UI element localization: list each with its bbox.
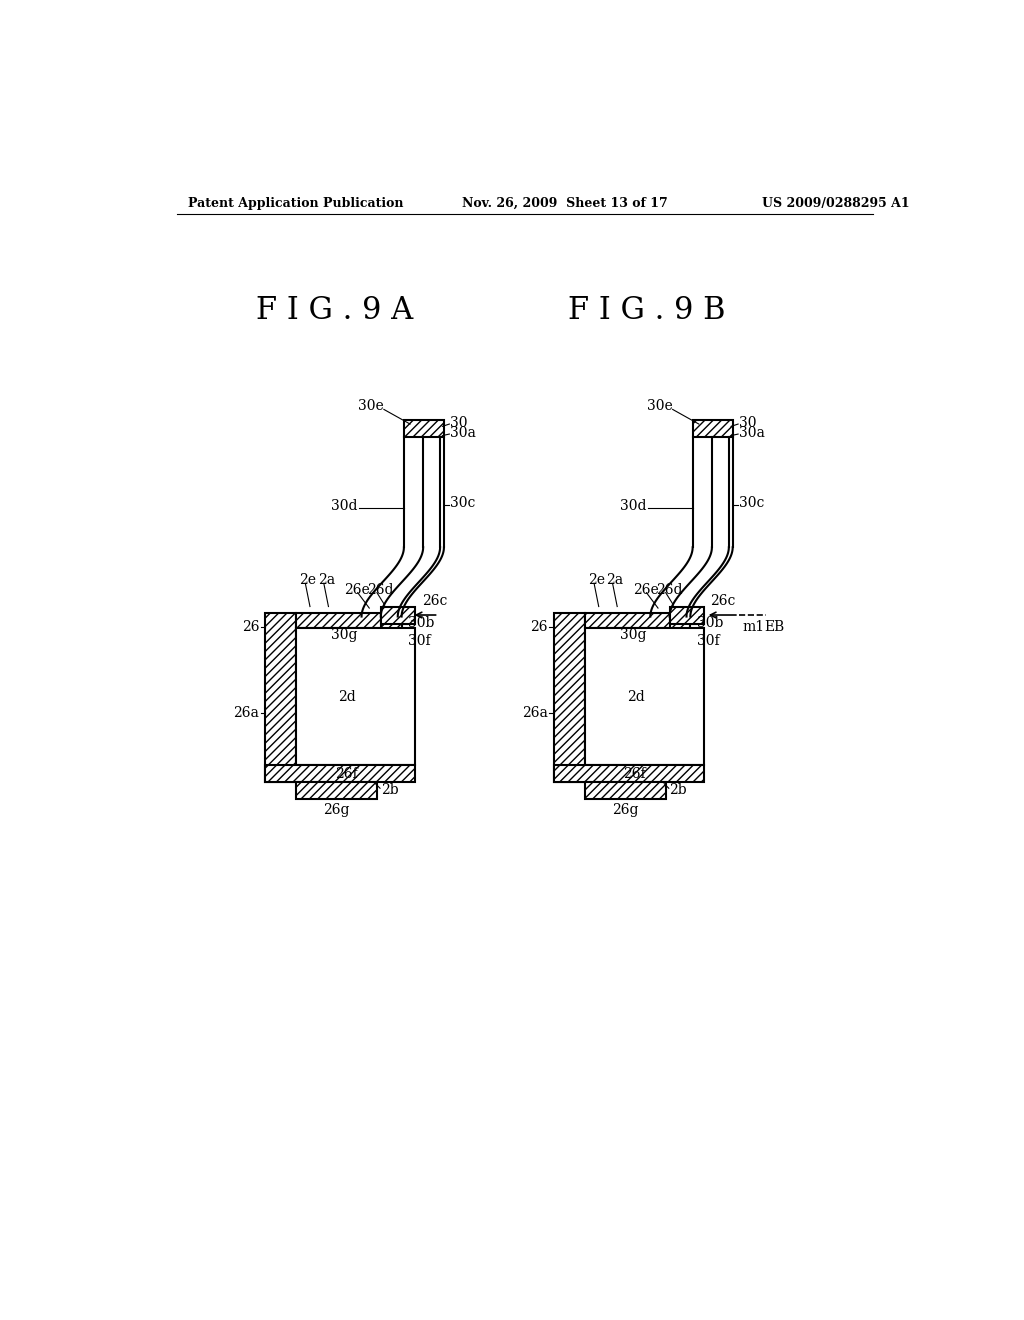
Text: 30a: 30a [739, 425, 765, 440]
Text: 26f: 26f [624, 767, 646, 781]
Bar [265, 612, 296, 781]
Text: 30: 30 [451, 416, 468, 429]
Text: 30c: 30c [451, 495, 475, 510]
Text: Patent Application Publication: Patent Application Publication [188, 197, 403, 210]
Text: 30f: 30f [696, 634, 719, 648]
Text: 2b: 2b [670, 783, 687, 797]
Text: 30e: 30e [647, 400, 673, 413]
Text: 26e: 26e [344, 582, 370, 597]
Text: 30b: 30b [696, 615, 723, 630]
Text: 26: 26 [242, 619, 259, 634]
Text: 26e: 26e [633, 582, 658, 597]
Bar [554, 612, 585, 781]
Bar [654, 634, 686, 644]
Text: 26g: 26g [324, 803, 350, 817]
Bar [670, 607, 705, 624]
Bar [403, 420, 444, 437]
Text: m1: m1 [742, 620, 765, 635]
Text: F I G . 9 B: F I G . 9 B [567, 296, 725, 326]
Text: 26c: 26c [422, 594, 447, 609]
Text: 2a: 2a [606, 573, 624, 587]
Text: 2d: 2d [339, 689, 356, 704]
Text: 2a: 2a [317, 573, 335, 587]
Text: 2d: 2d [628, 689, 645, 704]
Text: 30d: 30d [331, 499, 357, 513]
Text: US 2009/0288295 A1: US 2009/0288295 A1 [762, 197, 909, 210]
Text: Nov. 26, 2009  Sheet 13 of 17: Nov. 26, 2009 Sheet 13 of 17 [462, 197, 668, 210]
Text: 30g: 30g [331, 628, 357, 642]
Text: 2b: 2b [381, 783, 398, 797]
Text: 30g: 30g [620, 628, 646, 642]
Text: 30f: 30f [408, 634, 430, 648]
Text: 30c: 30c [739, 495, 764, 510]
Text: 26g: 26g [612, 803, 639, 817]
Text: 26f: 26f [335, 767, 357, 781]
Text: EB: EB [764, 620, 784, 635]
Text: 30a: 30a [451, 425, 476, 440]
Bar [296, 628, 416, 766]
Text: 26d: 26d [655, 582, 682, 597]
Bar [296, 612, 381, 628]
Text: 26c: 26c [711, 594, 736, 609]
Bar [585, 612, 670, 628]
Bar [585, 781, 666, 799]
Bar [265, 766, 416, 781]
Bar [692, 420, 733, 437]
Text: 26a: 26a [522, 706, 548, 719]
Text: 26a: 26a [233, 706, 259, 719]
Text: 26d: 26d [367, 582, 393, 597]
Text: 26: 26 [530, 619, 548, 634]
Text: 30d: 30d [620, 499, 646, 513]
Text: 2e: 2e [588, 573, 605, 587]
Bar [554, 766, 705, 781]
Text: 30b: 30b [408, 615, 434, 630]
Bar [366, 634, 397, 644]
Bar [381, 607, 416, 624]
Text: 2e: 2e [299, 573, 316, 587]
Bar [585, 628, 705, 766]
Text: 30: 30 [739, 416, 757, 429]
Bar [650, 616, 690, 634]
Bar [296, 781, 377, 799]
Text: 30e: 30e [358, 400, 384, 413]
Bar [361, 616, 401, 634]
Text: F I G . 9 A: F I G . 9 A [256, 296, 414, 326]
